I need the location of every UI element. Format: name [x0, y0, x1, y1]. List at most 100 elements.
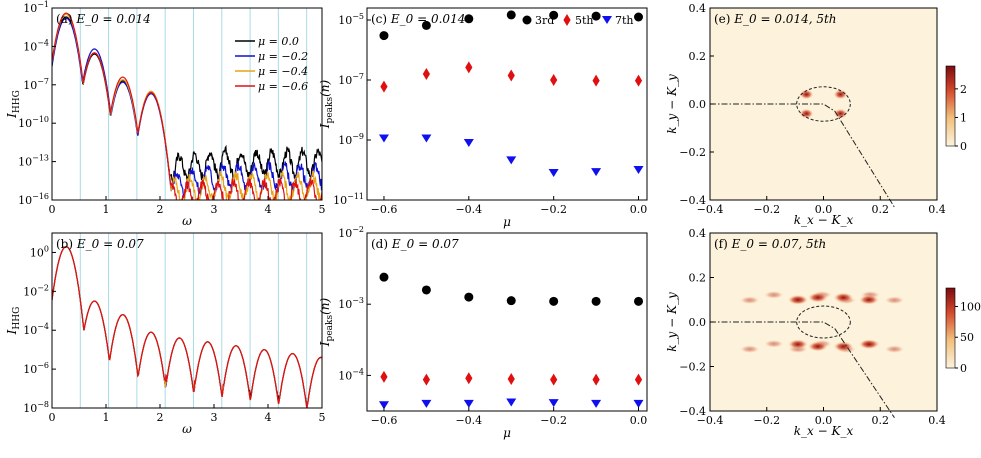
- y-tick-label: −0.4: [679, 405, 706, 418]
- y-tick-label: 10−5: [338, 12, 364, 27]
- data-point-7th: [591, 399, 602, 408]
- x-tick-label: −0.4: [697, 414, 724, 427]
- y-axis-label: Ipeaks(n): [318, 79, 335, 129]
- x-tick-label: 0.2: [872, 414, 890, 427]
- data-point-3rd: [379, 31, 389, 41]
- heatmap-hotspot: [807, 292, 828, 303]
- y-tick-label: 0.4: [689, 2, 707, 15]
- heatmap-hotspot: [833, 292, 854, 303]
- y-tick-label: 10−6: [23, 361, 49, 376]
- y-tick-label: 10−2: [23, 283, 49, 298]
- colorbar-tick-label: 0: [960, 140, 967, 153]
- data-point-3rd: [379, 272, 389, 282]
- y-axis-label: k_y − K_y: [665, 292, 679, 352]
- data-point-7th: [378, 401, 389, 410]
- panel-a: 0 1 2 3 4 5 10−1 10−4 10−7 10−10 10−13 10−16 ω IHHG (a…: [5, 0, 326, 228]
- panel-d: −0.6 −0.4 −0.2 0.0 10−2 10−3 10−4 μ Ipeaks(n) (d)…: [318, 225, 648, 440]
- y-tick-label: 10−13: [18, 154, 49, 169]
- y-tick-label: 10−4: [338, 367, 364, 382]
- x-tick-label: −0.2: [753, 414, 780, 427]
- data-point-7th: [591, 168, 602, 177]
- colorbar: [945, 287, 956, 369]
- data-point-3rd: [591, 296, 601, 306]
- x-tick-label: 2: [157, 411, 164, 424]
- data-point-7th: [421, 399, 432, 408]
- x-tick-label: −0.4: [697, 203, 724, 216]
- data-point-5th: [507, 372, 515, 385]
- plot-frame: [51, 232, 323, 409]
- data-point-5th: [550, 74, 558, 86]
- panel-f: −0.4 −0.2 0.0 0.2 0.4 0.4 0.2 0.0 −0.2 −0.4 k_x − …: [665, 227, 981, 438]
- legend-label: μ = −0.2: [258, 50, 308, 63]
- y-axis-label: IHHG: [5, 307, 22, 336]
- data-point-7th: [506, 156, 517, 165]
- heatmap-hotspot: [858, 339, 879, 350]
- high-symmetry-path: [710, 103, 895, 208]
- y-tick-label: 100: [30, 244, 49, 259]
- panel-title: (b) E_0 = 0.07: [56, 237, 144, 251]
- x-tick-label: −0.2: [753, 203, 780, 216]
- heatmap-hotspot: [833, 89, 848, 100]
- data-point-3rd: [634, 12, 644, 22]
- data-point-5th: [380, 80, 388, 93]
- data-point-3rd: [591, 11, 601, 21]
- data-point-3rd: [421, 285, 431, 295]
- series-line: [52, 245, 322, 406]
- plot-frame: [366, 232, 648, 412]
- y-tick-label: −0.2: [679, 146, 706, 159]
- heatmap-background: [710, 233, 937, 411]
- legend-label: μ = −0.4: [258, 65, 308, 78]
- heatmap-hotspot: [787, 339, 808, 350]
- y-tick-label: 10−3: [338, 296, 364, 311]
- panel-title: (c) E_0 = 0.014: [371, 12, 465, 26]
- panel-title: (d) E_0 = 0.07: [371, 237, 459, 251]
- series-group: [52, 245, 322, 408]
- data-point-5th: [380, 370, 388, 383]
- x-tick-label: 4: [265, 411, 272, 424]
- y-axis-label: Ipeaks(n): [318, 297, 335, 347]
- colorbar-tick-label: 0: [960, 362, 967, 375]
- y-tick-label: 0.2: [689, 272, 707, 285]
- fermi-circle: [796, 305, 851, 339]
- x-tick-label: 2: [157, 203, 164, 216]
- y-tick-label: 10−7: [338, 72, 364, 87]
- x-axis-label: ω: [182, 214, 192, 228]
- y-tick-label: 10−9: [338, 132, 364, 147]
- data-point-3rd: [464, 292, 474, 302]
- series-group: [52, 12, 322, 200]
- x-tick-label: 4: [265, 203, 272, 216]
- x-tick-label: 0: [49, 203, 56, 216]
- x-axis-label: k_x − K_x: [794, 213, 854, 227]
- x-tick-label: −0.2: [540, 203, 567, 216]
- heatmap-hotspot: [833, 108, 848, 119]
- heatmap-fringe: [739, 296, 760, 305]
- heatmap-fringe: [884, 345, 905, 354]
- heatmap-fringe: [763, 339, 784, 348]
- y-tick-label: 0.0: [689, 98, 707, 111]
- data-point-3rd: [549, 296, 559, 306]
- heatmap-background: [710, 8, 937, 200]
- y-tick-label: 10−1: [23, 0, 49, 15]
- data-point-7th: [548, 169, 559, 177]
- data-point-7th: [421, 134, 432, 143]
- panel-title: (e) E_0 = 0.014, 5th: [714, 12, 837, 26]
- y-tick-label: −0.2: [679, 361, 706, 374]
- legend-label: μ = 0.0: [258, 35, 299, 48]
- data-point-7th: [633, 399, 644, 408]
- y-tick-label: 0.0: [689, 316, 707, 329]
- x-axis-label: μ: [503, 426, 511, 440]
- data-point-5th: [634, 74, 643, 87]
- x-tick-label: 0.2: [872, 203, 890, 216]
- legend-label: μ = −0.6: [258, 80, 308, 93]
- heatmap-fringe: [763, 290, 784, 299]
- panel-title: (f) E_0 = 0.07, 5th: [714, 237, 826, 251]
- plot-frame: [51, 7, 323, 201]
- heatmap-hotspot: [807, 341, 828, 352]
- panel-b: 0 1 2 3 4 5 100 10−2 10−4 10−6 10−8 ω IHHG (b) E_0 = …: [5, 232, 326, 436]
- heatmap-fringe: [884, 296, 905, 305]
- x-tick-label: 1: [103, 411, 110, 424]
- data-point-7th: [463, 139, 474, 147]
- heatmap-hotspot: [799, 108, 814, 119]
- data-point-5th: [550, 373, 558, 386]
